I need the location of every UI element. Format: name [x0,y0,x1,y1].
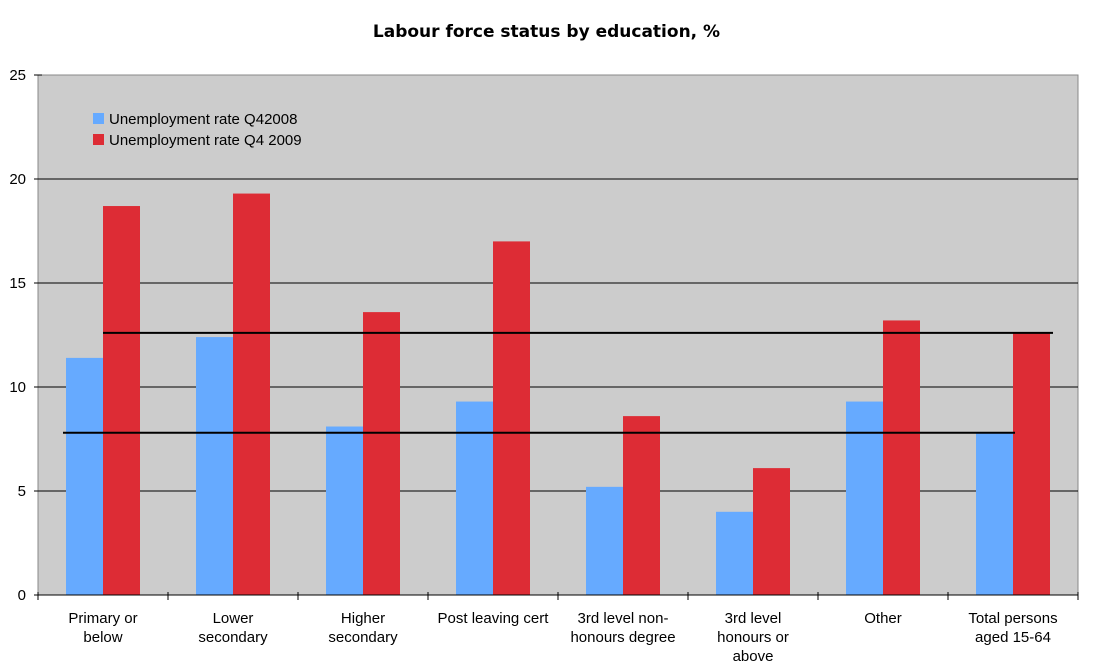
x-tick-label: above [733,648,774,665]
bar-q4-2009 [1013,332,1050,595]
x-tick-label: below [83,629,122,646]
x-tick-label: 3rd level non- [578,610,669,627]
x-tick-label: secondary [328,629,398,646]
bar-q4-2009 [493,241,530,595]
bar-q4-2008 [976,432,1013,595]
y-tick-label: 25 [9,67,26,84]
plot-area [37,74,1079,596]
legend-swatch [93,113,104,124]
bar-q4-2008 [716,511,753,595]
bar-q4-2008 [586,486,623,595]
y-axis: 0 5 10 15 20 25 [9,67,42,604]
reference-lines [63,331,1053,434]
y-tick-label: 5 [18,483,26,500]
x-tick-label: honours or [717,629,789,646]
x-tick-label: Lower [213,610,254,627]
x-tick-label: honours degree [570,629,675,646]
x-tick-label: 3rd level [725,610,782,627]
y-tick-label: 15 [9,275,26,292]
legend-label: Unemployment rate Q4 2009 [109,132,302,149]
bar-q4-2009 [103,206,140,596]
legend-label: Unemployment rate Q42008 [109,111,297,128]
bar-q4-2009 [623,416,660,595]
y-tick-label: 10 [9,379,26,396]
legend: Unemployment rate Q42008 Unemployment rat… [93,111,302,149]
x-tick-label: Higher [341,610,385,627]
y-tick-label: 0 [18,587,26,604]
x-tick-label: Other [864,610,902,627]
x-axis: Primary or below Lower secondary Higher secon… [37,592,1079,665]
bar-q4-2008 [326,426,363,595]
bars [66,193,1050,596]
bar-q4-2008 [196,337,233,595]
bar-q4-2008 [846,401,883,595]
x-tick-label: secondary [198,629,268,646]
chart-title: Labour force status by education, % [372,22,721,42]
y-tick-label: 20 [9,171,26,188]
x-tick-label: Total persons [968,610,1057,627]
bar-q4-2009 [233,193,270,595]
bar-q4-2009 [363,312,400,595]
x-tick-label: Primary or [68,610,137,627]
bar-q4-2008 [66,357,103,595]
legend-swatch [93,134,104,145]
x-tick-label: aged 15-64 [975,629,1051,646]
x-tick-label: Post leaving cert [438,610,550,627]
bar-q4-2009 [753,468,790,595]
bar-q4-2009 [883,320,920,595]
bar-q4-2008 [456,401,493,595]
